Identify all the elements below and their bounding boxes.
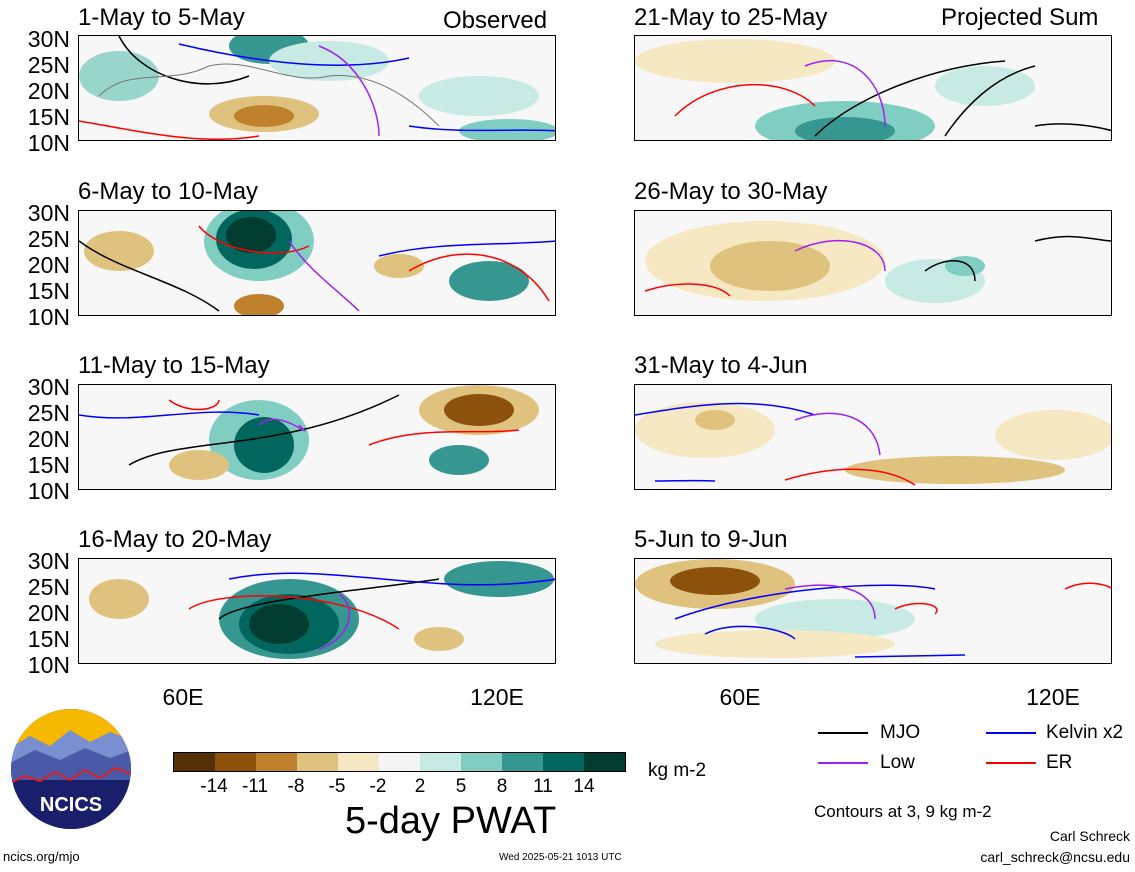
lon-label-120e-right: 120E	[1026, 684, 1080, 710]
map-panel-1	[78, 35, 556, 141]
colorbar-tick: 8	[496, 776, 508, 797]
lon-label-120e-left: 120E	[470, 684, 524, 710]
lat-label-20n: 20N	[27, 600, 70, 626]
legend-mjo-line	[818, 732, 868, 734]
lat-label-10n: 10N	[27, 652, 70, 678]
contour-legend: MJO Kelvin x2 Low ER	[818, 722, 1135, 782]
colorbar-tick: 2	[414, 776, 426, 797]
panel-8-title: 5-Jun to 9-Jun	[634, 526, 788, 553]
logo-text: NCICS	[40, 794, 102, 816]
panel-7-title: 31-May to 4-Jun	[634, 352, 808, 379]
panel-2-title: 6-May to 10-May	[78, 178, 259, 205]
colorbar-swatch	[461, 753, 502, 771]
colorbar-tick: -8	[287, 776, 305, 797]
lat-label-10n: 10N	[27, 130, 70, 156]
colorbar-tick: -5	[328, 776, 346, 797]
legend-mjo-label: MJO	[880, 722, 921, 743]
lat-label-15n: 15N	[27, 626, 70, 652]
colorbar-tick: 11	[533, 776, 553, 797]
panel-6-title: 26-May to 30-May	[634, 178, 828, 205]
colorbar-unit: kg m-2	[648, 760, 707, 781]
lat-label-15n: 15N	[27, 452, 70, 478]
lon-label-60e-right: 60E	[719, 684, 761, 710]
map-panel-6	[634, 210, 1112, 316]
lat-label-10n: 10N	[27, 304, 70, 330]
map-panel-5	[634, 35, 1112, 141]
colorbar-swatch	[174, 753, 215, 771]
lat-label-25n: 25N	[27, 400, 70, 426]
footer-timestamp: Wed 2025-05-21 1013 UTC	[499, 852, 622, 863]
colorbar-tick: -14	[200, 776, 228, 797]
lat-label-30n: 30N	[27, 200, 70, 226]
colorbar-tick: 14	[573, 776, 595, 797]
lat-label-20n: 20N	[27, 252, 70, 278]
plot-title: 5-day PWAT	[345, 800, 557, 842]
lat-label-15n: 15N	[27, 278, 70, 304]
colorbar	[173, 752, 626, 772]
footer-email: carl_schreck@ncsu.edu	[980, 849, 1130, 865]
legend-low-line	[818, 762, 868, 764]
colorbar-swatch	[215, 753, 256, 771]
colorbar-swatch	[420, 753, 461, 771]
panel-3-title: 11-May to 15-May	[78, 352, 270, 379]
lat-label-30n: 30N	[27, 374, 70, 400]
colorbar-tick: 5	[455, 776, 467, 797]
colorbar-swatch	[543, 753, 584, 771]
lon-label-60e-left: 60E	[162, 684, 204, 710]
legend-kelvin-label: Kelvin x2	[1046, 722, 1124, 743]
panel-1-observed-label: Observed	[443, 7, 548, 34]
panel-5-projected-label: Projected Sum	[941, 4, 1099, 31]
panel-4-title: 16-May to 20-May	[78, 526, 272, 553]
legend-er-label: ER	[1046, 752, 1073, 773]
legend-kelvin-line	[986, 732, 1036, 734]
colorbar-swatch	[584, 753, 625, 771]
map-panel-7	[634, 384, 1112, 490]
map-panel-4	[78, 558, 556, 664]
colorbar-swatch	[379, 753, 420, 771]
panel-5-title: 21-May to 25-May	[634, 4, 828, 31]
colorbar-tick: -2	[369, 776, 387, 797]
lat-label-30n: 30N	[27, 548, 70, 574]
contours-note: Contours at 3, 9 kg m-2	[814, 802, 992, 821]
lat-label-30n: 30N	[27, 26, 70, 52]
colorbar-swatch	[502, 753, 543, 771]
map-panel-3	[78, 384, 556, 490]
lat-label-25n: 25N	[27, 574, 70, 600]
footer-author: Carl Schreck	[1049, 828, 1130, 844]
legend-low-label: Low	[880, 752, 915, 773]
footer-url: ncics.org/mjo	[3, 849, 80, 864]
map-panel-2	[78, 210, 556, 316]
lat-label-10n: 10N	[27, 478, 70, 504]
legend-er-line	[986, 762, 1036, 764]
lat-label-20n: 20N	[27, 78, 70, 104]
colorbar-tick: -11	[241, 776, 269, 797]
lat-label-15n: 15N	[27, 104, 70, 130]
colorbar-swatch	[256, 753, 297, 771]
lat-label-25n: 25N	[27, 226, 70, 252]
lat-label-20n: 20N	[27, 426, 70, 452]
lat-label-25n: 25N	[27, 52, 70, 78]
panel-1-title: 1-May to 5-May	[78, 4, 245, 31]
map-panel-8	[634, 558, 1112, 664]
colorbar-swatch	[338, 753, 379, 771]
ncics-logo: NCICS	[10, 708, 132, 830]
colorbar-swatch	[297, 753, 338, 771]
